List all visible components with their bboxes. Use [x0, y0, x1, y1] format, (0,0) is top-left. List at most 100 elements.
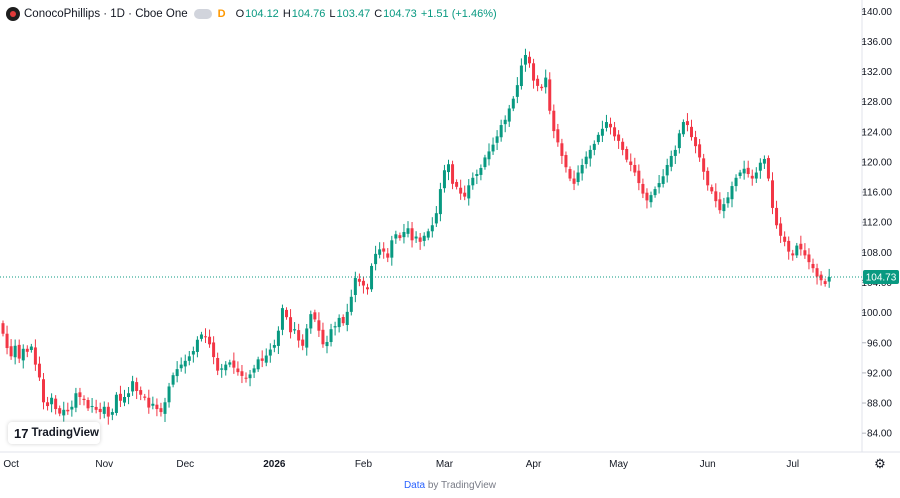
x-tick-label: 2026 [263, 459, 286, 470]
candle-body [564, 155, 568, 168]
candle-body [742, 168, 746, 174]
candle-body [370, 265, 374, 290]
candle-body [139, 390, 143, 395]
candle-body [46, 402, 50, 407]
candle-body [455, 182, 459, 187]
y-tick-label: 84.00 [867, 429, 892, 440]
y-tick-label: 120.00 [861, 157, 892, 168]
candle-body [694, 137, 698, 147]
y-tick-label: 140.00 [861, 7, 892, 18]
candle-body [9, 346, 13, 357]
candle-body [580, 164, 584, 174]
y-tick-label: 108.00 [861, 248, 892, 259]
candle-body [293, 329, 297, 331]
x-tick-label: Feb [355, 459, 373, 470]
candle-body [390, 240, 394, 258]
symbol-title[interactable]: ConocoPhillips · 1D · Cboe One [24, 8, 188, 20]
y-tick-label: 92.00 [867, 368, 892, 379]
tradingview-logo-text: TradingView [31, 427, 99, 439]
candle-body [604, 122, 608, 128]
candle-body [147, 397, 151, 408]
candle-body [341, 317, 345, 324]
candle-body [90, 406, 94, 408]
candle-body [702, 158, 706, 172]
candle-body [637, 170, 641, 184]
data-flag-badge[interactable]: D [217, 8, 226, 20]
candle-body [649, 195, 653, 203]
candle-body [17, 344, 21, 359]
candle-body [329, 329, 333, 343]
candle-body [515, 85, 519, 97]
candle-body [621, 141, 625, 150]
candle-body [224, 364, 228, 371]
candle-body [54, 398, 58, 410]
candle-body [151, 403, 155, 406]
candle-body [171, 375, 175, 385]
y-tick-label: 132.00 [861, 67, 892, 78]
candle-body [750, 175, 754, 179]
x-tick-label: Apr [526, 459, 542, 470]
candle-body [722, 204, 726, 212]
candle-body [475, 174, 479, 176]
candle-body [560, 143, 564, 156]
x-tick-label: Oct [3, 459, 19, 470]
x-tick-label: May [609, 459, 628, 470]
candle-body [734, 177, 738, 187]
candle-body [645, 192, 649, 201]
candle-body [556, 129, 560, 143]
candle-body [260, 358, 264, 361]
candle-body [163, 402, 167, 414]
candle-body [289, 317, 293, 333]
candle-body [540, 86, 544, 89]
candle-body [276, 330, 280, 346]
candle-body [252, 368, 256, 373]
candle-body [807, 254, 811, 263]
candle-body [815, 268, 819, 277]
candle-body [661, 176, 665, 184]
candle-body [746, 167, 750, 175]
candle-body [479, 167, 483, 175]
candle-body [714, 191, 718, 202]
candle-body [86, 400, 90, 409]
candle-body [617, 134, 621, 141]
candle-body [434, 213, 438, 224]
candle-body [552, 110, 556, 132]
y-tick-label: 88.00 [867, 399, 892, 410]
candle-body [131, 381, 135, 392]
candle-body [799, 243, 803, 250]
y-tick-label: 136.00 [861, 37, 892, 48]
candle-body [410, 228, 414, 241]
candle-body [78, 392, 82, 398]
candle-body [633, 164, 637, 173]
market-status-icon[interactable] [193, 9, 212, 19]
candle-body [264, 355, 268, 363]
x-tick-label: Jul [786, 459, 799, 470]
candle-body [503, 119, 507, 125]
candle-body [523, 54, 527, 65]
candle-body [382, 248, 386, 252]
candle-body [653, 189, 657, 196]
candle-body [349, 296, 353, 312]
candle-body [208, 336, 212, 345]
candle-body [730, 186, 734, 200]
candle-body [690, 126, 693, 138]
gear-icon[interactable]: ⚙ [874, 456, 886, 471]
candle-body [297, 330, 301, 341]
last-price-label: 104.73 [866, 273, 897, 284]
tradingview-logo[interactable]: 17 TradingView [8, 422, 100, 444]
candle-body [710, 187, 714, 192]
data-link[interactable]: Data [403, 480, 426, 491]
candle-body [726, 197, 730, 204]
candle-body [285, 309, 288, 318]
candle-body [309, 314, 313, 329]
candle-body [568, 169, 572, 179]
candle-body [127, 393, 131, 398]
candle-body [195, 339, 199, 352]
candle-body [248, 374, 252, 379]
candle-body [74, 393, 78, 408]
candle-body [317, 320, 321, 331]
candle-body [256, 359, 260, 370]
candle-body [548, 79, 552, 111]
candle-body [58, 408, 62, 414]
